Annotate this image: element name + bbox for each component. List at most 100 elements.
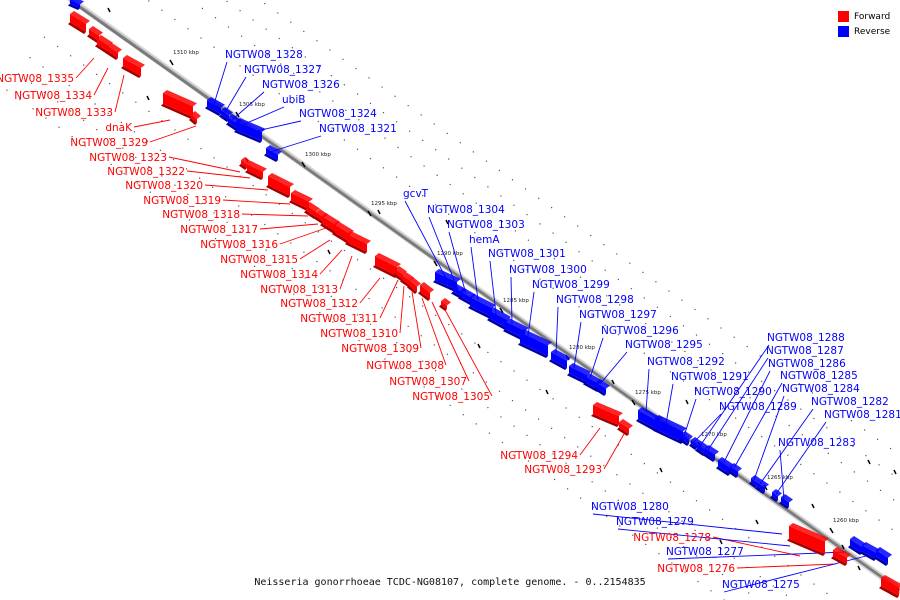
forward-gene-box[interactable]	[879, 575, 900, 598]
gene-label[interactable]: NGTW08_1281	[824, 409, 900, 421]
gene-label[interactable]: NGTW08_1328	[225, 49, 303, 61]
gene-label[interactable]: NGTW08_1313	[260, 284, 338, 296]
reverse-gene-box[interactable]	[458, 288, 476, 305]
reverse-gene-box[interactable]	[689, 437, 701, 450]
gene-label[interactable]: NGTW08_1320	[125, 180, 203, 192]
legend-item-reverse[interactable]: Reverse	[838, 24, 890, 39]
gene-label[interactable]: NGTW08_1321	[319, 123, 397, 135]
forward-gene-box[interactable]	[373, 253, 401, 278]
forward-gene-box[interactable]	[161, 90, 197, 119]
gene-label[interactable]: NGTW08_1283	[778, 437, 856, 449]
gene-label[interactable]: NGTW08_1319	[143, 195, 221, 207]
forward-gene-box[interactable]	[591, 402, 623, 427]
reverse-gene-box[interactable]	[68, 0, 84, 10]
reverse-gene-box[interactable]	[728, 463, 742, 478]
gene-label[interactable]: NGTW08_1304	[427, 204, 505, 216]
forward-gene-box[interactable]	[289, 190, 313, 211]
gene-label[interactable]: NGTW08_1299	[532, 279, 610, 291]
forward-gene-box[interactable]	[831, 547, 851, 566]
reverse-gene-box[interactable]	[205, 97, 225, 116]
forward-gene-box[interactable]	[320, 213, 340, 234]
gene-label[interactable]: NGTW08_1293	[524, 464, 602, 476]
gene-label[interactable]: NGTW08_1307	[389, 376, 467, 388]
gene-label[interactable]: NGTW08_1312	[280, 298, 358, 310]
gene-label[interactable]: NGTW08_1300	[509, 264, 587, 276]
gene-label[interactable]: NGTW08_1296	[601, 325, 679, 337]
legend-item-forward[interactable]: Forward	[838, 9, 890, 24]
gene-label[interactable]: NGTW08_1291	[671, 371, 749, 383]
gene-label[interactable]: NGTW08_1295	[625, 339, 703, 351]
forward-gene-box[interactable]	[439, 298, 451, 311]
gene-label[interactable]: NGTW08_1317	[180, 224, 258, 236]
gene-label[interactable]: NGTW08_1326	[262, 79, 340, 91]
forward-gene-box[interactable]	[121, 55, 145, 78]
gene-label[interactable]: NGTW08_1323	[89, 152, 167, 164]
gene-label[interactable]: NGTW08_1288	[767, 332, 845, 344]
gene-label[interactable]: NGTW08_1286	[768, 358, 846, 370]
forward-gene-box[interactable]	[87, 26, 103, 43]
gene-label[interactable]: NGTW08_1280	[591, 501, 669, 513]
forward-gene-box[interactable]	[617, 419, 633, 436]
gene-label[interactable]: NGTW08_1289	[719, 401, 797, 413]
reverse-gene-box[interactable]	[219, 107, 233, 122]
gene-label[interactable]: NGTW08_1305	[412, 391, 490, 403]
reverse-gene-box[interactable]	[653, 415, 687, 444]
reverse-gene-box[interactable]	[749, 475, 761, 488]
reverse-gene-box[interactable]	[433, 269, 461, 292]
forward-gene-box[interactable]	[239, 157, 251, 170]
gene-label[interactable]: NGTW08_1278	[633, 532, 711, 544]
gene-label[interactable]: NGTW08_1322	[107, 166, 185, 178]
gene-label[interactable]: NGTW08_1292	[647, 356, 725, 368]
gene-label[interactable]: NGTW08_1275	[722, 579, 800, 591]
reverse-gene-box[interactable]	[860, 542, 880, 561]
forward-gene-box[interactable]	[332, 221, 354, 244]
gene-label[interactable]: NGTW08_1287	[766, 345, 844, 357]
gene-label[interactable]: NGTW08_1315	[220, 254, 298, 266]
gene-label[interactable]: NGTW08_1276	[657, 563, 735, 575]
gene-label[interactable]: NGTW08_1329	[70, 137, 148, 149]
reverse-gene-box[interactable]	[234, 118, 266, 143]
gene-label[interactable]: NGTW08_1308	[366, 360, 444, 372]
forward-gene-box[interactable]	[407, 277, 421, 294]
forward-gene-box[interactable]	[245, 161, 267, 180]
gene-label[interactable]: NGTW08_1309	[341, 343, 419, 355]
forward-gene-box[interactable]	[106, 43, 122, 60]
gene-label[interactable]: NGTW08_1303	[447, 219, 525, 231]
gene-label[interactable]: NGTW08_1316	[200, 239, 278, 251]
reverse-gene-box[interactable]	[549, 349, 571, 370]
forward-gene-box[interactable]	[787, 523, 829, 556]
reverse-gene-box[interactable]	[264, 145, 282, 162]
forward-gene-box[interactable]	[189, 111, 201, 125]
forward-gene-box[interactable]	[304, 202, 320, 219]
reverse-gene-box[interactable]	[770, 489, 782, 502]
gene-label[interactable]: NGTW08_1311	[300, 313, 378, 325]
forward-gene-box[interactable]	[418, 282, 434, 301]
forward-gene-box[interactable]	[266, 173, 294, 198]
gene-label[interactable]: NGTW08_1298	[556, 294, 634, 306]
reverse-gene-box[interactable]	[487, 307, 511, 330]
reverse-gene-box[interactable]	[518, 329, 552, 358]
reverse-gene-box[interactable]	[848, 536, 866, 555]
gene-label[interactable]: NGTW08_1334	[14, 90, 92, 102]
gene-label[interactable]: NGTW08_1335	[0, 73, 74, 85]
gene-label[interactable]: NGTW08_1301	[488, 248, 566, 260]
gene-label[interactable]: NGTW08_1297	[579, 309, 657, 321]
gene-label[interactable]: NGTW08_1314	[240, 269, 318, 281]
gene-label[interactable]: hemA	[469, 234, 500, 246]
gene-label[interactable]: ubiB	[282, 94, 305, 106]
gene-label[interactable]: dnaK	[105, 122, 133, 134]
gene-label[interactable]: NGTW08_1290	[694, 386, 772, 398]
reverse-gene-box[interactable]	[874, 547, 892, 566]
gene-label[interactable]: NGTW08_1285	[780, 370, 858, 382]
reverse-gene-box[interactable]	[567, 363, 591, 384]
gene-label[interactable]: NGTW08_1284	[782, 383, 860, 395]
gene-label[interactable]: NGTW08_1279	[616, 516, 694, 528]
forward-gene-box[interactable]	[345, 231, 371, 254]
forward-gene-box[interactable]	[95, 35, 113, 54]
reverse-gene-box[interactable]	[703, 445, 719, 462]
gene-label[interactable]: NGTW08_1277	[666, 546, 744, 558]
gene-label[interactable]: NGTW08_1324	[299, 108, 377, 120]
gene-label[interactable]: NGTW08_1327	[244, 64, 322, 76]
gene-label[interactable]: NGTW08_1310	[320, 328, 398, 340]
